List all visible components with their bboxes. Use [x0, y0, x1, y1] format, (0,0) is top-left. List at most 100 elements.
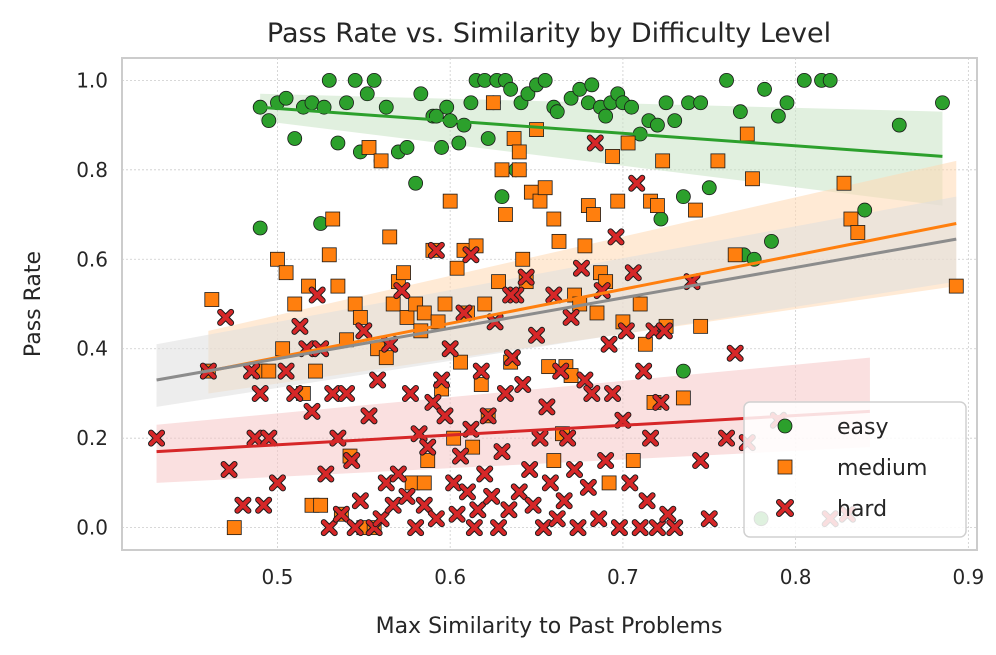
point-hard	[562, 308, 580, 326]
point-hard-fill	[442, 341, 458, 357]
point-medium	[442, 193, 458, 209]
point-hard	[455, 304, 473, 322]
point-hard-fill	[529, 327, 545, 343]
point-hard	[569, 519, 587, 537]
point-hard-fill	[449, 506, 465, 522]
point-hard	[436, 407, 454, 425]
point-hard	[343, 452, 361, 470]
point-hard	[351, 492, 369, 510]
point-hard	[500, 501, 518, 519]
point-hard-fill	[656, 323, 672, 339]
point-easy	[598, 108, 614, 124]
point-hard	[384, 496, 402, 514]
legend-medium-marker	[777, 459, 793, 475]
x-tick-label: 0.7	[607, 565, 639, 589]
point-hard-fill	[693, 453, 709, 469]
point-hard	[148, 429, 166, 447]
point-easy	[935, 95, 950, 111]
point-hard	[217, 308, 235, 326]
point-hard	[576, 371, 594, 389]
point-hard	[555, 492, 573, 510]
x-tick-label: 0.8	[780, 565, 812, 589]
point-medium	[632, 296, 648, 312]
point-hard	[604, 384, 622, 402]
point-hard-fill	[416, 497, 432, 513]
point-hard	[372, 510, 390, 528]
point-hard-fill	[577, 372, 593, 388]
plot-frame	[121, 57, 978, 551]
point-medium	[843, 211, 859, 227]
point-medium	[325, 211, 341, 227]
point-hard-fill	[425, 394, 441, 410]
point-hard	[308, 286, 326, 304]
point-medium	[589, 305, 605, 321]
y-tick-label: 0.2	[76, 426, 108, 450]
point-hard-fill	[591, 511, 607, 527]
point-hard-fill	[477, 466, 493, 482]
confidence-band-hard	[156, 357, 870, 483]
regression-line-easy	[260, 105, 943, 158]
point-medium	[287, 296, 303, 312]
x-axis-label: Max Similarity to Past Problems	[376, 614, 723, 639]
point-hard-fill	[218, 309, 234, 325]
point-easy	[503, 81, 519, 97]
point-easy	[520, 86, 536, 102]
point-hard	[441, 340, 459, 358]
point-easy	[764, 233, 779, 249]
legend-medium-label: medium	[837, 456, 927, 481]
point-hard	[607, 228, 625, 246]
point-hard	[419, 438, 437, 456]
point-hard-fill	[546, 287, 562, 303]
point-hard-fill	[408, 520, 424, 536]
point-hard-fill	[339, 385, 355, 401]
point-hard-fill	[497, 385, 513, 401]
point-medium	[396, 265, 411, 281]
point-hard-fill	[549, 511, 565, 527]
point-hard	[277, 362, 295, 380]
point-easy	[891, 117, 907, 133]
point-hard	[251, 384, 269, 402]
point-hard	[538, 398, 556, 416]
point-easy	[701, 180, 717, 196]
point-hard-fill	[629, 175, 645, 191]
point-hard	[600, 335, 618, 353]
point-hard-fill	[453, 448, 469, 464]
point-easy	[339, 95, 354, 111]
point-hard	[541, 474, 559, 492]
point-hard	[648, 519, 666, 537]
point-hard-fill	[580, 479, 596, 495]
point-hard	[583, 384, 601, 402]
point-easy	[779, 95, 795, 111]
point-medium	[453, 354, 468, 370]
point-easy	[278, 90, 294, 106]
point-hard-fill	[287, 385, 303, 401]
point-medium	[537, 180, 553, 196]
point-hard-fill	[385, 497, 401, 513]
point-hard-fill	[373, 511, 389, 527]
point-hard	[502, 286, 520, 304]
point-hard	[528, 326, 546, 344]
point-medium	[465, 439, 481, 455]
point-hard-fill	[515, 377, 531, 393]
point-medium	[275, 341, 291, 357]
point-easy	[321, 72, 337, 88]
point-hard	[462, 246, 480, 264]
point-hard	[407, 519, 425, 537]
regression-line-all	[156, 237, 957, 382]
point-medium	[437, 296, 453, 312]
point-hard	[415, 496, 433, 514]
point-hard-fill	[522, 461, 538, 477]
point-easy	[650, 117, 665, 133]
point-hard-fill	[501, 502, 517, 518]
point-medium	[308, 363, 323, 379]
point-hard	[260, 429, 278, 447]
point-medium	[675, 390, 691, 406]
point-easy	[563, 90, 579, 106]
point-hard	[476, 465, 494, 483]
point-hard	[610, 519, 628, 537]
point-hard	[534, 519, 552, 537]
point-hard	[393, 282, 411, 300]
point-easy	[693, 95, 709, 111]
point-hard	[510, 483, 528, 501]
